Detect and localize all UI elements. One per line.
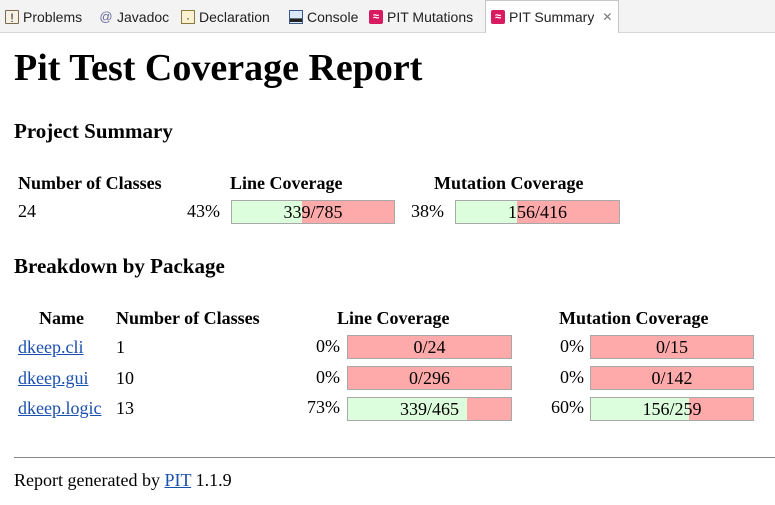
summary-mutation-coverage-bar: 156/416 [455, 200, 620, 224]
breakdown-heading: Breakdown by Package [14, 254, 225, 278]
tab-label: PIT Summary [509, 9, 595, 25]
javadoc-icon: @ [99, 8, 113, 24]
package-mutation-coverage-bar: 156/259 [590, 397, 754, 421]
tab-declaration[interactable]: · Declaration [176, 0, 270, 33]
package-line-coverage-bar: 0/296 [347, 366, 512, 390]
package-classes: 1 [116, 337, 125, 357]
tab-label: Declaration [199, 8, 270, 25]
page-title: Pit Test Coverage Report [14, 47, 423, 89]
col-header-name: Name [39, 308, 84, 328]
report-footer: Report generated by PIT 1.1.9 [14, 470, 232, 491]
problems-icon: ! [5, 9, 19, 25]
coverage-ratio: 0/142 [651, 368, 693, 388]
package-mutation-coverage-bar: 0/15 [590, 335, 754, 359]
tab-javadoc[interactable]: @ Javadoc [94, 0, 169, 33]
tab-problems[interactable]: ! Problems [0, 0, 82, 33]
package-classes: 13 [116, 398, 134, 418]
col-header-classes: Number of Classes [18, 173, 162, 193]
coverage-fill [348, 398, 467, 420]
pit-link[interactable]: PIT [164, 470, 192, 490]
view-tab-bar: ! Problems @ Javadoc · Declaration ▬ Con… [0, 0, 775, 33]
tab-label: PIT Mutations [387, 8, 474, 25]
package-line-percent: 0% [316, 336, 340, 356]
coverage-fill [591, 398, 689, 420]
tab-console[interactable]: ▬ Console [284, 0, 358, 33]
coverage-ratio: 339/785 [283, 202, 343, 222]
pit-icon: ≈ [369, 9, 383, 24]
pit-icon: ≈ [491, 10, 505, 24]
package-link-dkeep-cli[interactable]: dkeep.cli [18, 337, 84, 357]
tab-label: Javadoc [117, 8, 170, 25]
close-icon[interactable]: ✕ [602, 10, 613, 24]
coverage-fill [456, 201, 518, 223]
package-mutation-percent: 0% [560, 367, 584, 387]
col-header-line-coverage: Line Coverage [230, 173, 343, 193]
project-summary-heading: Project Summary [14, 119, 173, 143]
pit-version: 1.1.9 [195, 470, 232, 490]
coverage-ratio: 339/465 [399, 399, 459, 419]
package-link-dkeep-logic[interactable]: dkeep.logic [18, 398, 102, 418]
coverage-ratio: 156/259 [642, 399, 702, 419]
package-line-coverage-bar: 339/465 [347, 397, 512, 421]
coverage-fill [232, 201, 302, 223]
coverage-ratio: 0/296 [408, 368, 450, 388]
package-classes: 10 [116, 368, 134, 388]
coverage-ratio: 0/15 [655, 337, 688, 357]
package-line-percent: 73% [307, 397, 340, 417]
coverage-ratio: 156/416 [507, 202, 567, 222]
declaration-icon: · [181, 9, 195, 25]
coverage-ratio: 0/24 [413, 337, 446, 357]
col-header-line-coverage: Line Coverage [337, 308, 450, 328]
footer-prefix: Report generated by [14, 470, 160, 490]
col-header-classes: Number of Classes [116, 308, 260, 328]
summary-line-percent: 43% [187, 201, 220, 221]
tab-label: Problems [23, 8, 83, 25]
tab-pit-mutations[interactable]: ≈ PIT Mutations [364, 0, 473, 33]
tab-pit-summary[interactable]: ≈ PIT Summary ✕ [485, 0, 620, 33]
footer-divider [14, 457, 775, 458]
package-mutation-percent: 60% [551, 397, 584, 417]
package-mutation-coverage-bar: 0/142 [590, 366, 754, 390]
package-link-dkeep-gui[interactable]: dkeep.gui [18, 368, 89, 388]
tab-label: Console [307, 8, 359, 25]
package-mutation-percent: 0% [560, 336, 584, 356]
package-line-coverage-bar: 0/24 [347, 335, 512, 359]
package-line-percent: 0% [316, 367, 340, 387]
col-header-mutation-coverage: Mutation Coverage [559, 308, 709, 328]
summary-classes-value: 24 [18, 201, 36, 221]
col-header-mutation-coverage: Mutation Coverage [434, 173, 584, 193]
summary-mutation-percent: 38% [411, 201, 444, 221]
summary-line-coverage-bar: 339/785 [231, 200, 395, 224]
console-icon: ▬ [289, 9, 303, 25]
